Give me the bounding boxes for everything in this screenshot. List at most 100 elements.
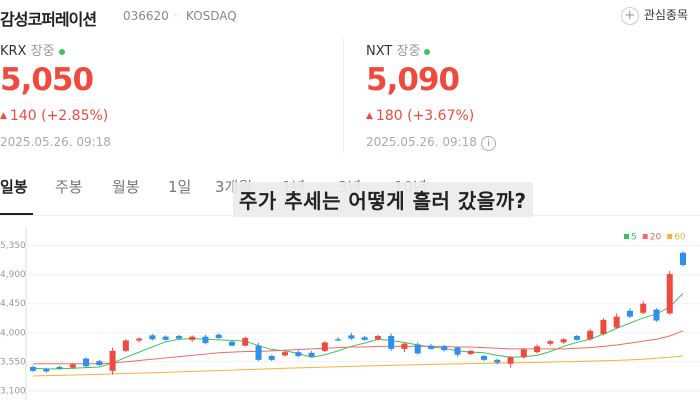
candle-body bbox=[481, 356, 488, 360]
candle-body bbox=[547, 341, 554, 344]
candle-body bbox=[467, 350, 474, 355]
market: KOSDAQ bbox=[186, 9, 237, 23]
divider bbox=[343, 38, 344, 153]
watch-label: 관심종목 bbox=[643, 8, 688, 22]
candle-body bbox=[335, 339, 342, 341]
time-row: 2025.05.26. 09:18 i bbox=[366, 135, 496, 151]
legend-label: 60 bbox=[674, 233, 686, 243]
candle-body bbox=[255, 345, 262, 360]
tab[interactable]: 1일 bbox=[168, 178, 192, 196]
candle-body bbox=[242, 337, 249, 346]
candle-body bbox=[507, 357, 514, 364]
exchange-row: NXT 장중 bbox=[366, 40, 431, 59]
candle-body bbox=[228, 341, 235, 346]
candle-body bbox=[613, 316, 620, 328]
candle-body bbox=[96, 361, 103, 366]
candle-body bbox=[653, 309, 660, 321]
y-tick-label: 5,350 bbox=[0, 241, 26, 251]
candle-body bbox=[189, 336, 196, 340]
ma-line bbox=[33, 330, 684, 365]
candle-body bbox=[520, 349, 527, 358]
change-pct: (+2.85%) bbox=[41, 108, 109, 124]
candle-body bbox=[30, 366, 36, 371]
status: 장중 bbox=[30, 44, 55, 59]
ma-line bbox=[32, 293, 684, 370]
tab[interactable]: 주봉 bbox=[55, 178, 83, 196]
status: 장중 bbox=[396, 44, 421, 59]
candle-body bbox=[361, 337, 368, 340]
candle-body bbox=[162, 336, 169, 340]
candle-body bbox=[560, 339, 567, 343]
chart: 3,100 3,550 4,000 4,450 4,900 5,350 5 20 60 bbox=[0, 228, 700, 400]
status-dot bbox=[424, 48, 431, 55]
candle-body bbox=[202, 336, 209, 344]
info-icon[interactable]: i bbox=[480, 136, 496, 151]
candle-body bbox=[348, 335, 355, 339]
y-tick-label: 4,900 bbox=[0, 270, 26, 280]
exchange: KRX bbox=[0, 44, 27, 59]
candle-body bbox=[441, 346, 448, 351]
status-dot bbox=[58, 48, 65, 55]
legend-swatch bbox=[642, 234, 648, 239]
tab[interactable]: 월봉 bbox=[112, 178, 140, 196]
legend-swatch bbox=[624, 234, 629, 239]
candle-body bbox=[587, 330, 594, 340]
banner: 주가 추세는 어떻게 흘러 갔을까? bbox=[233, 182, 533, 217]
change: 140 bbox=[9, 108, 37, 124]
change-pct: (+3.67%) bbox=[407, 108, 475, 124]
legend-label: 5 bbox=[631, 233, 637, 243]
arrow: ▲ bbox=[0, 111, 7, 121]
candle-body bbox=[268, 356, 275, 360]
separator: · bbox=[174, 9, 178, 23]
y-tick-label: 4,000 bbox=[0, 328, 26, 338]
stock-code: 036620 bbox=[123, 9, 169, 23]
candle-body bbox=[122, 340, 129, 351]
tab[interactable]: 일봉 bbox=[0, 178, 28, 196]
legend-swatch bbox=[667, 234, 673, 239]
candle-body bbox=[414, 344, 421, 354]
time: 2025.05.26. 09:18 bbox=[0, 135, 111, 149]
ma-line bbox=[32, 355, 684, 377]
arrow: ▲ bbox=[366, 111, 373, 121]
price: 5,050 bbox=[0, 62, 94, 98]
candle-body bbox=[374, 336, 381, 340]
candle-body bbox=[282, 352, 289, 356]
y-tick-label: 3,100 bbox=[0, 386, 26, 396]
candle-body bbox=[149, 335, 156, 340]
price: 5,090 bbox=[366, 62, 460, 98]
candle-body bbox=[175, 336, 182, 339]
candle-body bbox=[640, 303, 647, 313]
candle-body bbox=[56, 366, 63, 369]
exchange-row: KRX 장중 bbox=[0, 40, 65, 59]
candle-body bbox=[666, 274, 673, 314]
change: 180 bbox=[375, 108, 403, 124]
exchange: NXT bbox=[366, 44, 393, 59]
tab-underline bbox=[0, 213, 33, 215]
candle-body bbox=[454, 347, 461, 355]
y-tick-label: 4,450 bbox=[0, 299, 26, 309]
watch-button[interactable]: + 관심종목 bbox=[620, 6, 688, 25]
change-row: ▲ 180 (+3.67%) bbox=[366, 108, 474, 124]
candle-body bbox=[308, 352, 315, 357]
stock-name: 감성코퍼레이션 bbox=[0, 10, 97, 29]
candle-body bbox=[69, 364, 76, 368]
candle-body bbox=[626, 310, 633, 317]
time-row: 2025.05.26. 09:18 bbox=[0, 135, 111, 149]
candle-body bbox=[401, 343, 408, 349]
candle-body bbox=[494, 359, 501, 363]
candle-body bbox=[43, 368, 50, 372]
candle-body bbox=[534, 346, 541, 353]
legend-label: 20 bbox=[650, 233, 662, 243]
time: 2025.05.26. 09:18 bbox=[366, 135, 477, 149]
change-row: ▲ 140 (+2.85%) bbox=[0, 108, 108, 124]
candle-body bbox=[109, 350, 116, 371]
candle-body bbox=[680, 252, 686, 266]
candle-body bbox=[295, 352, 302, 356]
candle-body bbox=[600, 319, 607, 335]
y-tick-label: 3,550 bbox=[0, 357, 26, 367]
candle-body bbox=[573, 336, 580, 340]
candle-body bbox=[388, 336, 395, 349]
candle-body bbox=[136, 338, 143, 341]
candle-body bbox=[427, 345, 434, 349]
